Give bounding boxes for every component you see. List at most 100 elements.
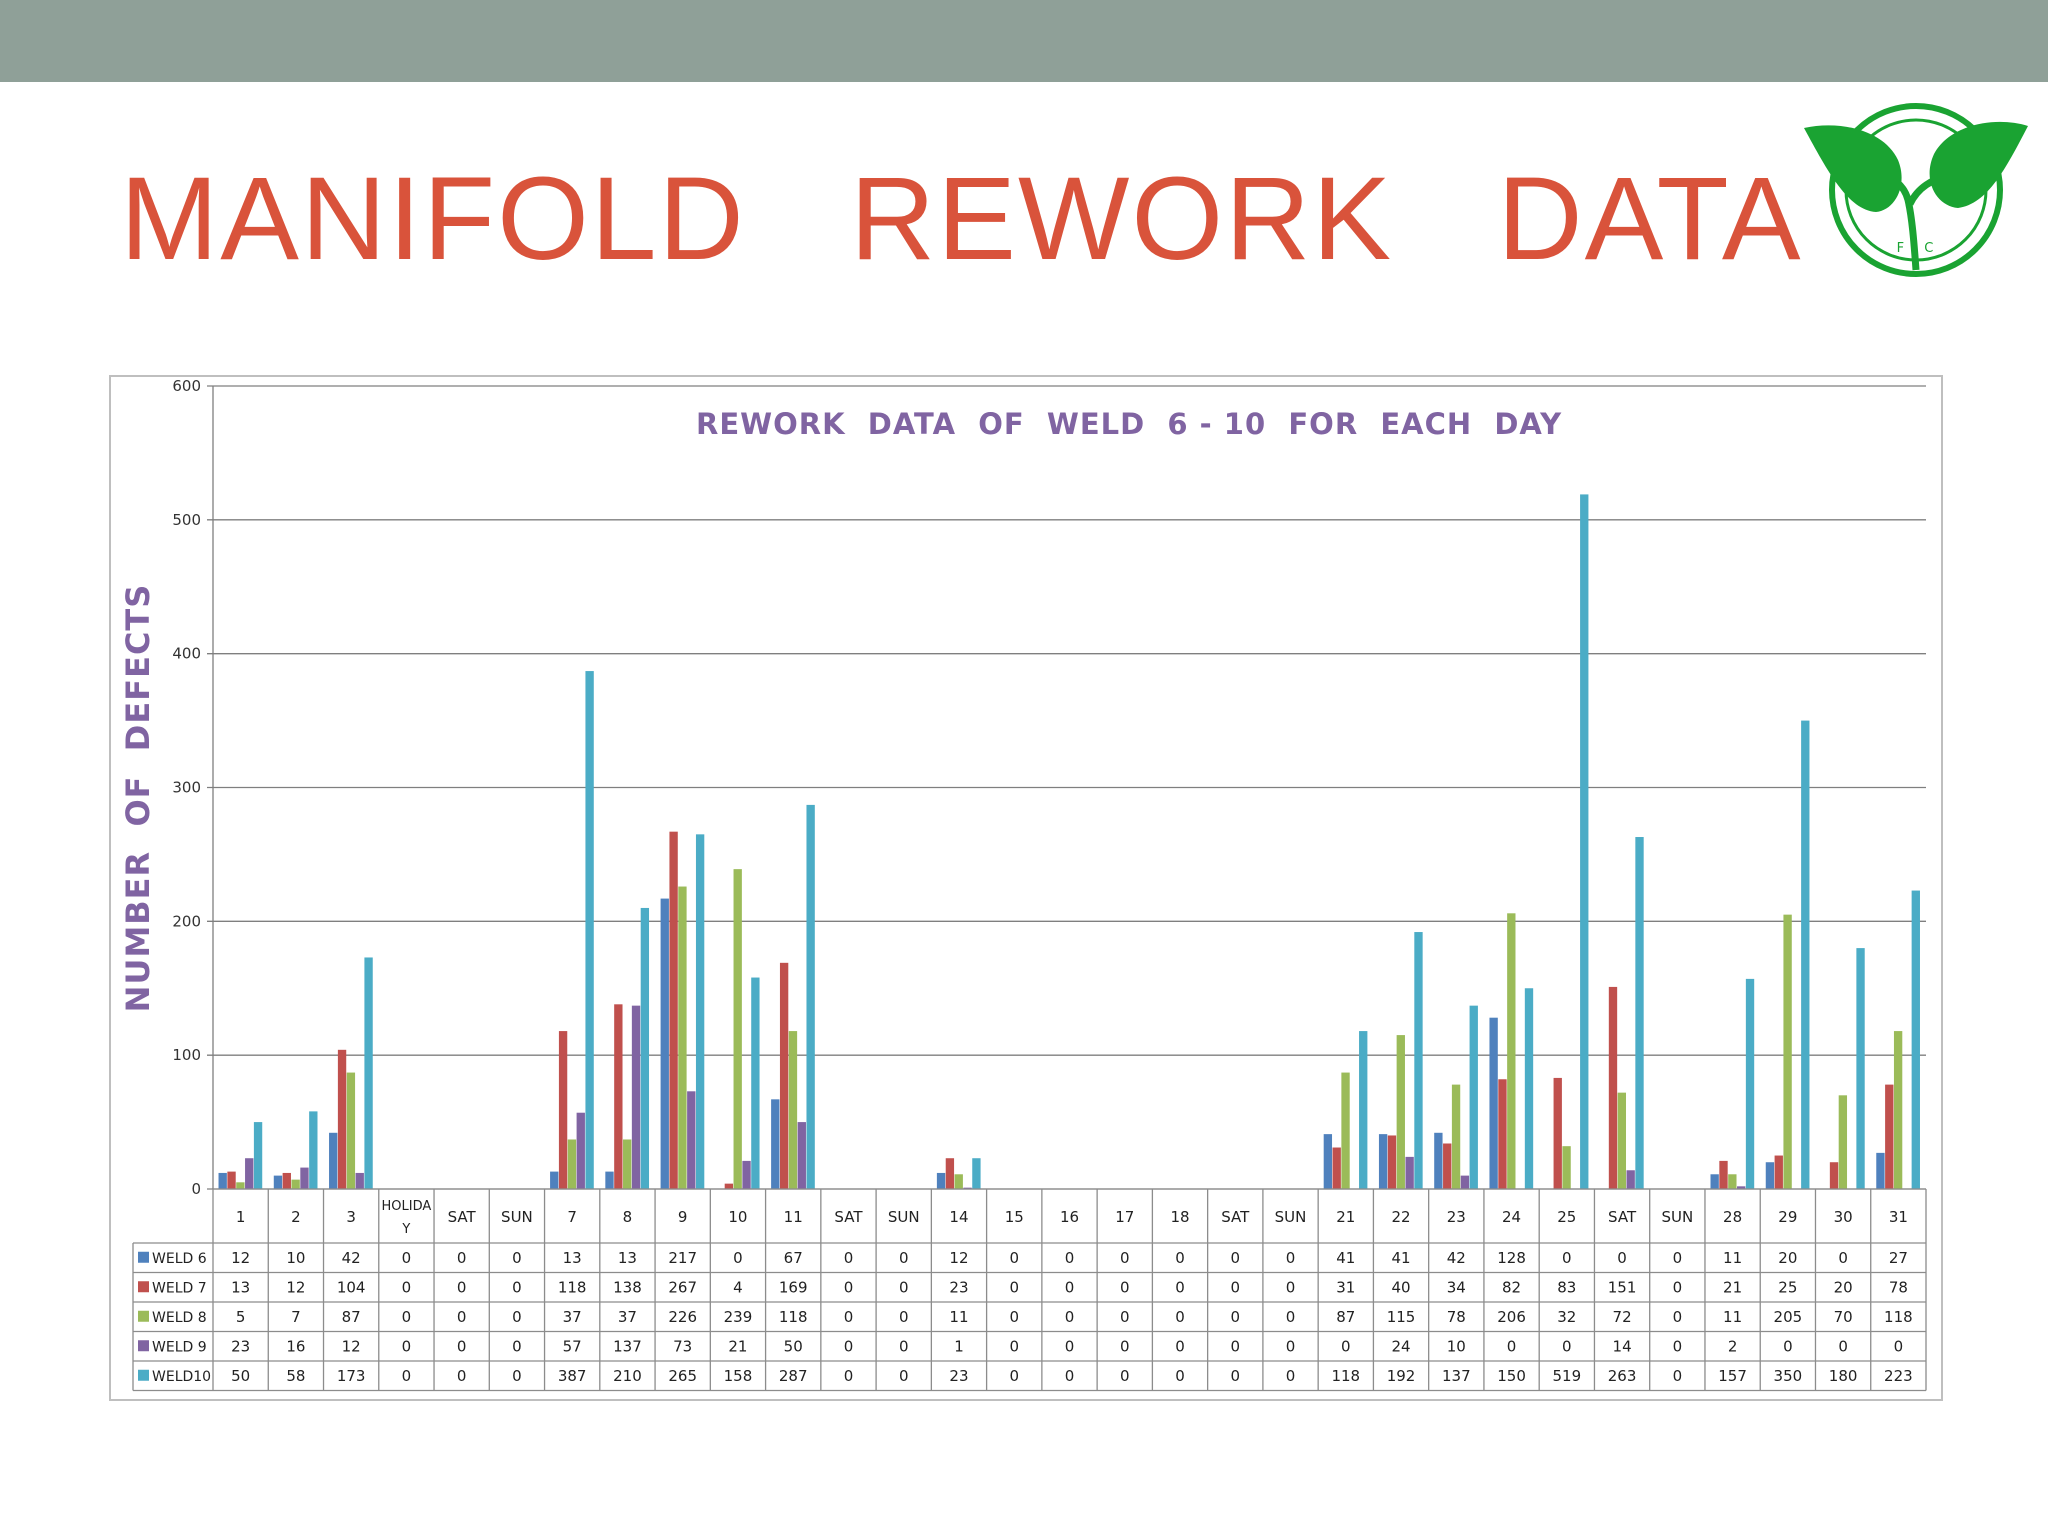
- x-tick-label: 21: [1336, 1208, 1355, 1226]
- data-label: 0: [1231, 1278, 1241, 1296]
- data-label: 0: [1120, 1308, 1130, 1326]
- data-label: 0: [1009, 1367, 1019, 1385]
- data-label: 21: [728, 1337, 747, 1355]
- data-label: 0: [899, 1249, 909, 1267]
- data-label: 0: [1120, 1278, 1130, 1296]
- bar: [1396, 1035, 1405, 1189]
- bar: [1443, 1143, 1452, 1189]
- x-tick-label: SUN: [1275, 1208, 1307, 1226]
- data-label: 180: [1829, 1367, 1858, 1385]
- x-tick-label: 1: [236, 1208, 246, 1226]
- bar: [1332, 1147, 1341, 1189]
- data-label: 0: [457, 1308, 467, 1326]
- bar: [1719, 1160, 1728, 1189]
- y-tick-label: 100: [172, 1046, 201, 1064]
- data-label: 37: [618, 1308, 637, 1326]
- data-label: 0: [1175, 1249, 1185, 1267]
- data-label: 41: [1392, 1249, 1411, 1267]
- x-tick-label: 29: [1778, 1208, 1797, 1226]
- slide-title: MANIFOLD REWORK DATA: [120, 153, 1803, 285]
- bar: [1405, 1156, 1414, 1189]
- x-tick-label: SAT: [448, 1208, 477, 1226]
- bar: [1838, 1095, 1848, 1189]
- bar: [623, 1139, 632, 1189]
- bar: [788, 1031, 798, 1189]
- bar: [1765, 1162, 1775, 1189]
- x-tick-label: 18: [1170, 1208, 1189, 1226]
- data-label: 10: [1447, 1337, 1466, 1355]
- data-label: 21: [1723, 1278, 1742, 1296]
- data-label: 287: [779, 1367, 808, 1385]
- x-tick-label: HOLIDA: [382, 1199, 432, 1214]
- data-label: 137: [1442, 1367, 1471, 1385]
- data-label: 11: [1723, 1308, 1742, 1326]
- data-label: 387: [558, 1367, 587, 1385]
- data-label: 0: [1120, 1367, 1130, 1385]
- data-label: 0: [1009, 1337, 1019, 1355]
- data-label: 13: [231, 1278, 250, 1296]
- bar: [1829, 1162, 1839, 1189]
- bar: [227, 1171, 236, 1189]
- bar: [1524, 988, 1534, 1189]
- legend-key: [138, 1251, 149, 1263]
- data-label: 265: [668, 1367, 697, 1385]
- bar: [1341, 1072, 1350, 1189]
- data-label: 0: [1009, 1308, 1019, 1326]
- data-label: 27: [1889, 1249, 1908, 1267]
- data-label: 157: [1718, 1367, 1747, 1385]
- bar: [954, 1174, 963, 1189]
- data-label: 0: [1009, 1249, 1019, 1267]
- x-tick-label: SAT: [1608, 1208, 1637, 1226]
- legend-label: WELD 6: [152, 1251, 207, 1267]
- data-label: 0: [1175, 1278, 1185, 1296]
- bar: [751, 977, 760, 1189]
- data-label: 0: [1231, 1367, 1241, 1385]
- bar: [576, 1112, 585, 1189]
- logo-text: F I C: [1897, 241, 1936, 256]
- data-label: 0: [1175, 1367, 1185, 1385]
- bar: [1498, 1079, 1507, 1189]
- bar: [1608, 986, 1618, 1189]
- y-tick-label: 600: [172, 377, 201, 395]
- bar: [972, 1158, 981, 1189]
- data-label: 0: [1175, 1337, 1185, 1355]
- bar: [1876, 1152, 1885, 1189]
- x-tick-label: 10: [728, 1208, 747, 1226]
- data-label: 137: [613, 1337, 642, 1355]
- x-tick-label: 17: [1115, 1208, 1134, 1226]
- data-label: 0: [512, 1308, 522, 1326]
- data-label: 12: [949, 1249, 968, 1267]
- data-label: 25: [1778, 1278, 1797, 1296]
- data-label: 11: [1723, 1249, 1742, 1267]
- y-tick-label: 0: [191, 1180, 201, 1198]
- bar: [1469, 1005, 1478, 1189]
- data-label: 0: [1673, 1367, 1683, 1385]
- bar: [300, 1167, 309, 1189]
- x-tick-label: 7: [567, 1208, 577, 1226]
- data-label: 0: [899, 1308, 909, 1326]
- data-label: 0: [1120, 1249, 1130, 1267]
- data-label: 4: [733, 1278, 743, 1296]
- data-label: 13: [563, 1249, 582, 1267]
- data-label: 0: [844, 1308, 854, 1326]
- bar: [1737, 1186, 1746, 1189]
- bar: [550, 1171, 559, 1189]
- data-label: 50: [231, 1367, 250, 1385]
- data-label: 0: [402, 1249, 412, 1267]
- data-label: 0: [899, 1337, 909, 1355]
- data-label: 0: [512, 1367, 522, 1385]
- data-label: 223: [1884, 1367, 1913, 1385]
- bar: [1323, 1134, 1333, 1189]
- x-tick-label: 22: [1392, 1208, 1411, 1226]
- data-label: 0: [1286, 1367, 1296, 1385]
- x-tick-label: 25: [1557, 1208, 1576, 1226]
- data-label: 0: [1231, 1337, 1241, 1355]
- data-label: 72: [1613, 1308, 1632, 1326]
- data-label: 104: [337, 1278, 366, 1296]
- data-label: 14: [1613, 1337, 1632, 1355]
- data-label: 12: [342, 1337, 361, 1355]
- bar: [329, 1132, 338, 1189]
- data-label: 158: [724, 1367, 753, 1385]
- data-label: 210: [613, 1367, 642, 1385]
- bar: [1359, 1031, 1368, 1189]
